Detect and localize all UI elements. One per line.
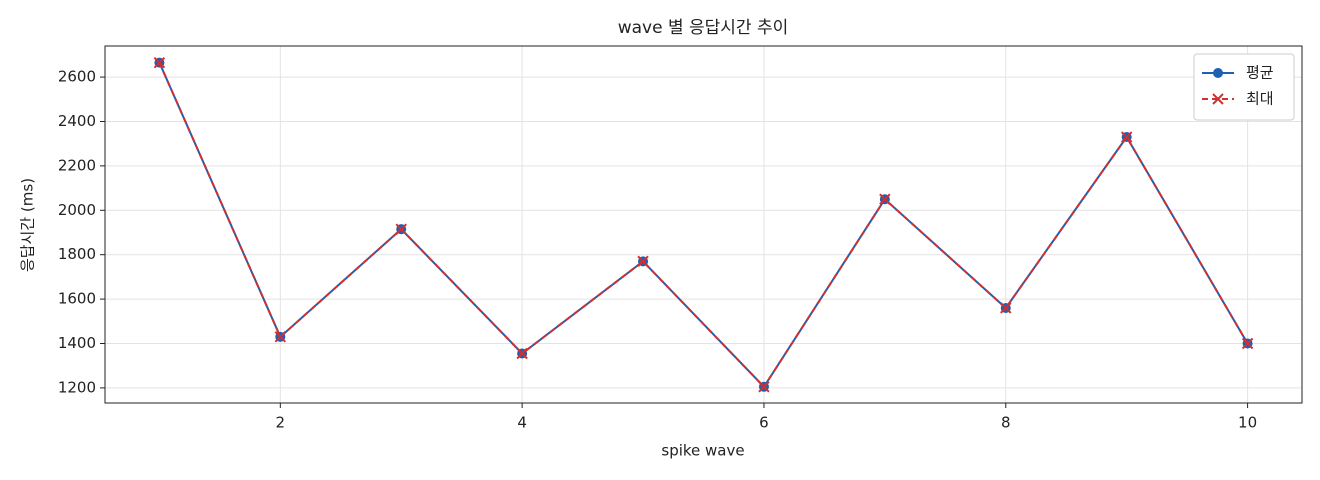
- marker: [1000, 302, 1012, 314]
- x-tick-label: 10: [1238, 414, 1257, 432]
- y-tick-label: 2000: [58, 201, 96, 219]
- y-tick-label: 1400: [58, 334, 96, 352]
- marker: [637, 255, 649, 268]
- y-tick-label: 1600: [58, 290, 96, 308]
- legend-marker: [1213, 68, 1223, 78]
- marker: [758, 381, 770, 393]
- x-tick-label: 8: [1001, 414, 1011, 432]
- y-tick-label: 1200: [58, 378, 96, 396]
- y-axis-label: 응답시간 (ms): [19, 178, 37, 272]
- marker: [153, 56, 166, 69]
- legend-marker: [1212, 93, 1224, 105]
- y-tick-label: 2200: [58, 156, 96, 174]
- x-tick-label: 2: [276, 414, 286, 432]
- line: [158, 62, 1249, 389]
- chart-title: wave 별 응답시간 추이: [618, 18, 789, 38]
- marker: [395, 223, 407, 235]
- legend-label: 최대: [1246, 90, 1274, 108]
- marker: [274, 331, 287, 343]
- x-axis-label: spike wave: [661, 442, 744, 460]
- legend-label: 평균: [1246, 64, 1274, 82]
- y-tick-label: 2600: [58, 68, 96, 86]
- plot-frame: [104, 45, 1303, 404]
- y-tick-label: 1800: [58, 245, 96, 263]
- line: [158, 62, 1249, 389]
- marker: [1241, 337, 1254, 350]
- x-tick-label: 6: [759, 414, 769, 432]
- y-tick-label: 2400: [58, 112, 96, 130]
- marker: [879, 193, 891, 205]
- legend-box: [1193, 53, 1295, 121]
- marker: [516, 347, 528, 360]
- marker: [1120, 131, 1133, 143]
- x-tick-label: 4: [517, 414, 527, 432]
